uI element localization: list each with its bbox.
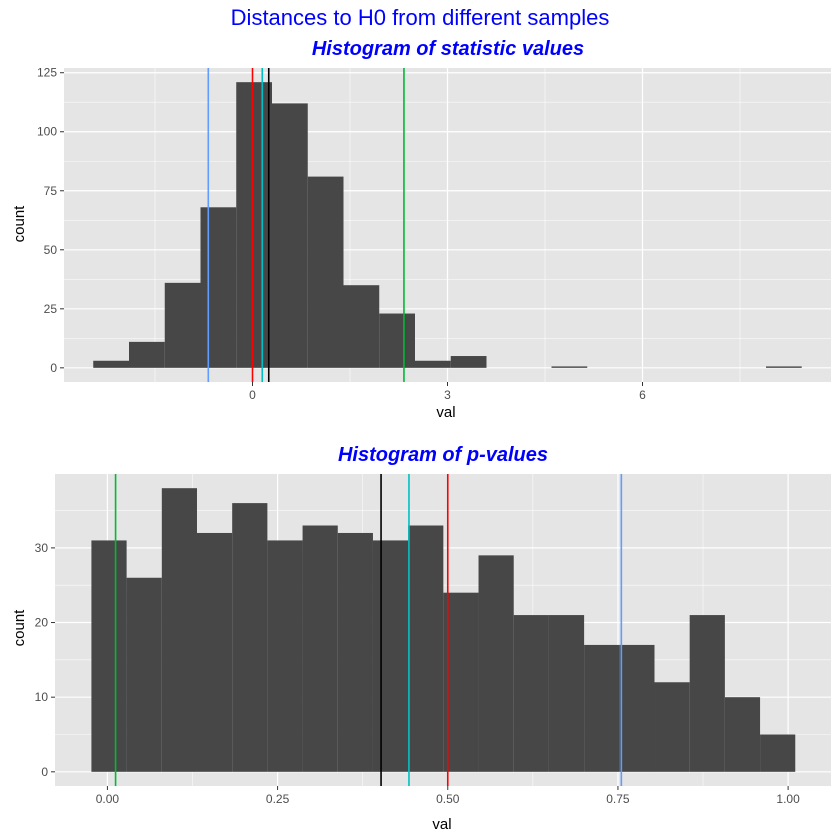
pvalue-bar-6 xyxy=(302,525,338,772)
statistic-bar-6 xyxy=(307,176,344,368)
pvalue-x-tick-label-2: 0.50 xyxy=(436,792,460,806)
statistic-bar-12 xyxy=(766,366,802,368)
pvalue-y-tick-label-1: 10 xyxy=(35,690,49,704)
statistic-y-tick-label-1: 25 xyxy=(44,302,58,316)
statistic-reference-lines xyxy=(207,68,405,382)
pvalue-bar-9 xyxy=(408,525,444,772)
pvalue-bar-7 xyxy=(337,532,373,772)
pvalue-bar-12 xyxy=(513,615,549,772)
pvalue-y-axis-label: count xyxy=(11,609,28,647)
pvalue-bar-14 xyxy=(584,644,620,772)
pvalue-bar-8 xyxy=(372,540,409,772)
statistic-bar-3 xyxy=(200,207,237,368)
statistic-bar-8 xyxy=(379,313,415,368)
statistic-x-axis-label: val xyxy=(436,404,455,421)
pvalue-histogram-title: Histogram of p-values xyxy=(338,444,548,466)
pvalue-bar-1 xyxy=(126,577,162,772)
pvalue-bar-4 xyxy=(232,503,268,772)
statistic-x-tick-label-2: 6 xyxy=(639,388,646,402)
statistic-x-tick-label-0: 0 xyxy=(249,388,256,402)
statistic-bar-1 xyxy=(129,341,165,368)
figure-title: Distances to H0 from different samples xyxy=(231,5,610,30)
statistic-bar-9 xyxy=(415,360,451,368)
pvalue-y-tick-label-3: 30 xyxy=(35,541,49,555)
pvalue-bar-11 xyxy=(478,555,514,772)
statistic-y-tick-label-2: 50 xyxy=(44,243,58,257)
pvalue-bar-0 xyxy=(91,540,127,772)
statistic-bar-7 xyxy=(343,285,380,368)
pvalue-bar-3 xyxy=(196,532,233,772)
statistic-bar-4 xyxy=(236,82,272,368)
statistic-bar-5 xyxy=(272,103,308,368)
statistic-histogram-title: Histogram of statistic values xyxy=(312,38,584,60)
statistic-histogram-panel: Histogram of statistic values 0 3 6 0 25 50 75… xyxy=(11,38,831,421)
pvalue-x-tick-label-1: 0.25 xyxy=(266,792,290,806)
pvalue-bars xyxy=(91,488,796,772)
pvalue-x-tick-label-4: 1.00 xyxy=(776,792,800,806)
statistic-axes: 0 3 6 0 25 50 75 100 125 xyxy=(37,66,646,402)
pvalue-bar-5 xyxy=(267,540,303,772)
statistic-y-axis-label: count xyxy=(11,205,28,243)
pvalue-axes: 0.00 0.25 0.50 0.75 1.00 0 10 20 30 xyxy=(35,541,800,806)
statistic-y-tick-label-3: 75 xyxy=(44,184,58,198)
pvalue-bar-19 xyxy=(760,734,796,772)
pvalue-bar-10 xyxy=(443,592,479,772)
pvalue-x-axis-label: val xyxy=(432,816,451,833)
statistic-y-tick-label-4: 100 xyxy=(37,125,57,139)
statistic-bar-0 xyxy=(93,360,129,368)
pvalue-y-tick-label-0: 0 xyxy=(41,765,48,779)
pvalue-bar-16 xyxy=(654,682,690,772)
statistic-x-tick-label-1: 3 xyxy=(444,388,451,402)
pvalue-bar-18 xyxy=(724,697,761,772)
statistic-y-tick-label-5: 125 xyxy=(37,66,57,80)
pvalue-histogram-panel: Histogram of p-values 0.00 0.25 0.50 0.75 1.… xyxy=(11,444,831,833)
pvalue-x-tick-label-3: 0.75 xyxy=(606,792,630,806)
pvalue-bar-13 xyxy=(548,615,585,772)
pvalue-bar-15 xyxy=(619,644,655,772)
pvalue-bar-2 xyxy=(161,488,197,772)
pvalue-x-tick-label-0: 0.00 xyxy=(96,792,120,806)
statistic-bars xyxy=(93,82,802,368)
pvalue-reference-lines xyxy=(114,474,623,786)
statistic-y-tick-label-0: 0 xyxy=(50,361,57,375)
pvalue-bar-17 xyxy=(689,615,725,772)
statistic-bar-11 xyxy=(551,366,588,368)
statistic-bar-2 xyxy=(164,282,201,368)
statistic-bar-10 xyxy=(450,356,487,368)
pvalue-y-tick-label-2: 20 xyxy=(35,616,49,630)
